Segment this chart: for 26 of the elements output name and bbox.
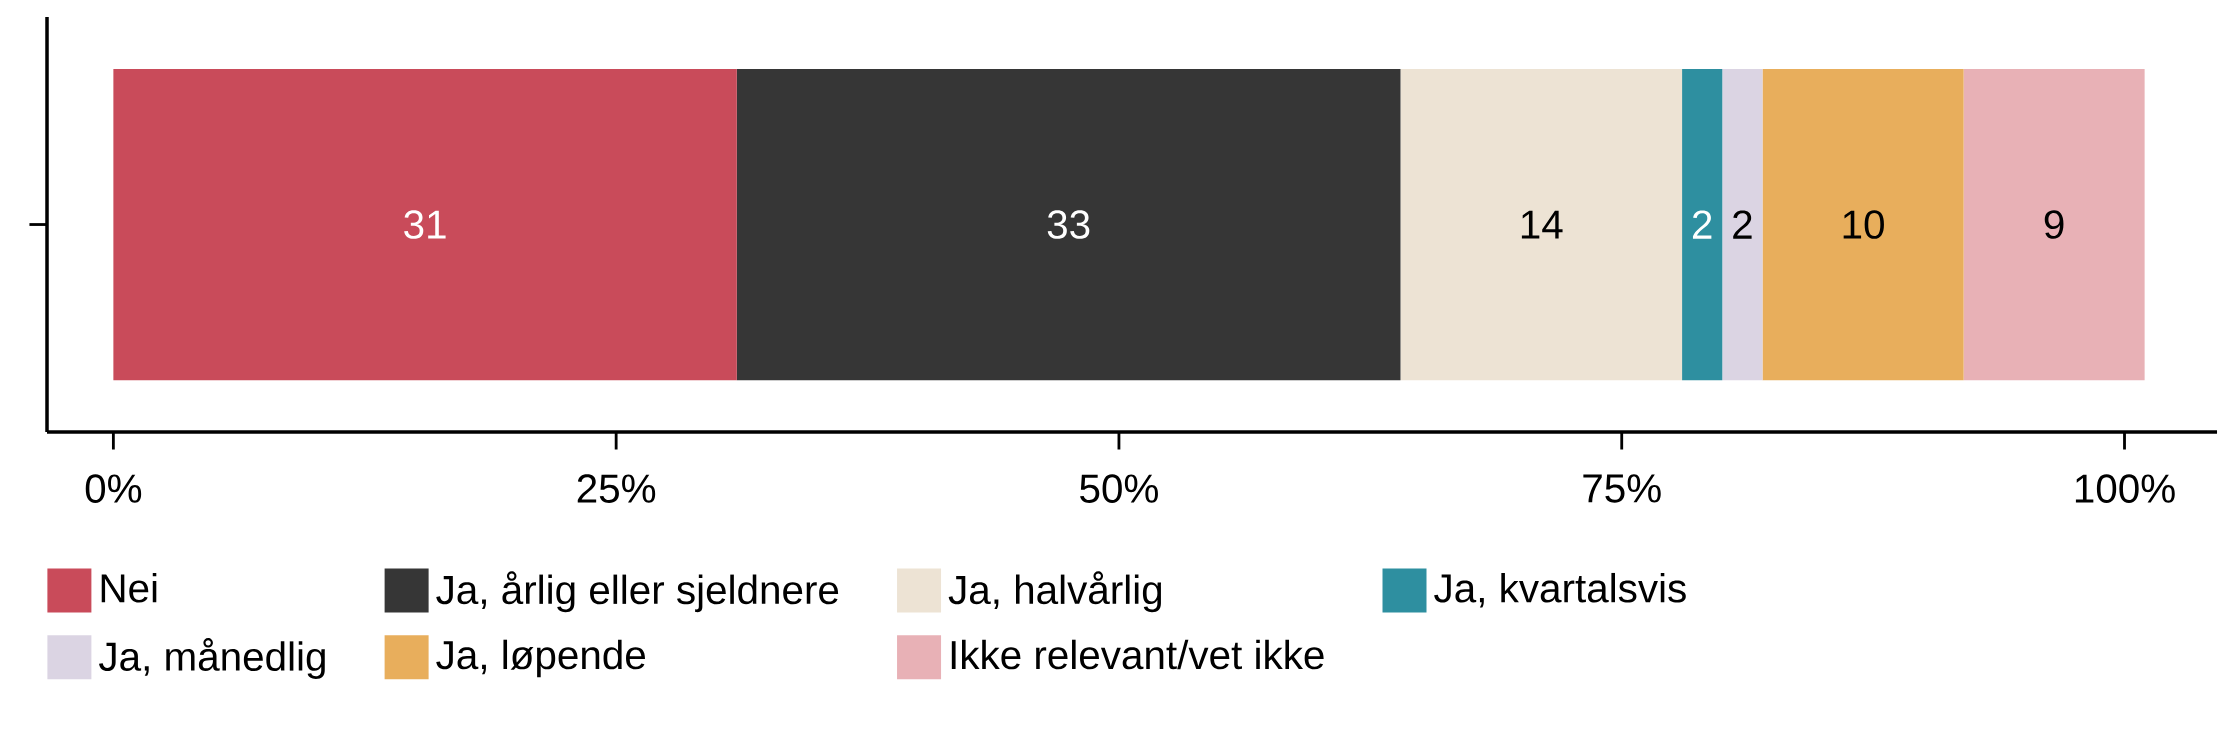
data-label: 2	[1733, 210, 1752, 239]
data-label: 2	[1692, 210, 1712, 239]
legend-label: Ja, kvartalsvis	[1434, 572, 1686, 608]
bar	[1400, 68, 1683, 381]
legend-label: Nei	[101, 572, 157, 603]
bar	[1722, 68, 1763, 381]
legend-label: Ja, halvårlig	[948, 571, 1162, 613]
x-tick-label: 50%	[1080, 474, 1158, 503]
legend-label: Ja, månedlig	[99, 638, 325, 679]
x-tick-label: 0%	[85, 474, 142, 503]
bar	[1762, 68, 1964, 381]
data-label: 33	[1047, 210, 1090, 239]
legend-label: Ja, løpende	[436, 639, 645, 678]
legend-label: Ikke relevant/vet ikke	[951, 639, 1324, 670]
data-label: 14	[1521, 210, 1563, 239]
data-label: 9	[2044, 210, 2064, 239]
data-label: 31	[404, 210, 446, 239]
x-tick-label: 100%	[2075, 474, 2175, 503]
bar	[113, 68, 737, 381]
bar	[1963, 68, 2145, 381]
bar	[736, 68, 1401, 381]
bar	[1682, 68, 1723, 381]
x-tick-label: 75%	[1583, 474, 1661, 503]
x-tick-label: 25%	[577, 474, 656, 503]
data-label: 10	[1843, 210, 1884, 239]
legend-label: Ja, årlig eller sjeldnere	[436, 571, 839, 613]
